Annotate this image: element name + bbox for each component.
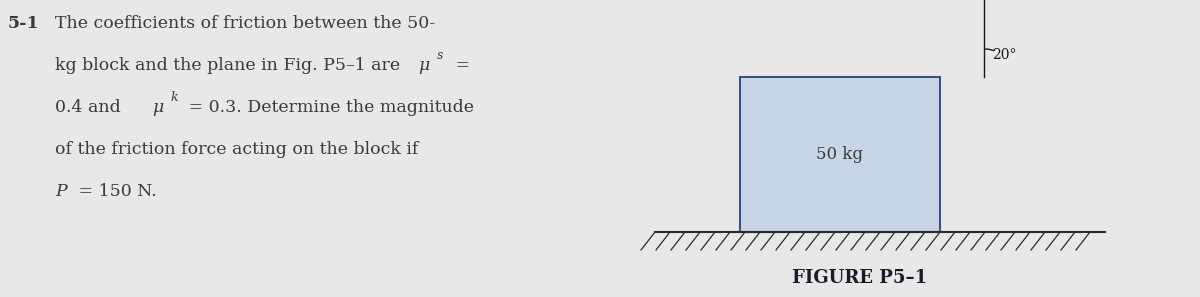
Text: μ: μ <box>418 57 430 74</box>
Text: 20°: 20° <box>992 48 1016 62</box>
Text: 5-1: 5-1 <box>8 15 40 32</box>
Text: k: k <box>170 91 178 104</box>
Text: μ: μ <box>152 99 163 116</box>
Text: The coefficients of friction between the 50-: The coefficients of friction between the… <box>55 15 436 32</box>
Text: kg block and the plane in Fig. P5–1 are: kg block and the plane in Fig. P5–1 are <box>55 57 406 74</box>
Text: =: = <box>450 57 470 74</box>
Text: 0.4 and: 0.4 and <box>55 99 126 116</box>
Text: 50 kg: 50 kg <box>816 146 864 163</box>
Text: of the friction force acting on the block if: of the friction force acting on the bloc… <box>55 141 419 158</box>
Text: = 150 N.: = 150 N. <box>73 183 157 200</box>
Bar <box>740 77 940 232</box>
Text: s: s <box>437 49 443 62</box>
Text: FIGURE P5–1: FIGURE P5–1 <box>792 269 928 287</box>
Text: Ρ: Ρ <box>55 183 67 200</box>
Text: = 0.3. Determine the magnitude: = 0.3. Determine the magnitude <box>182 99 474 116</box>
